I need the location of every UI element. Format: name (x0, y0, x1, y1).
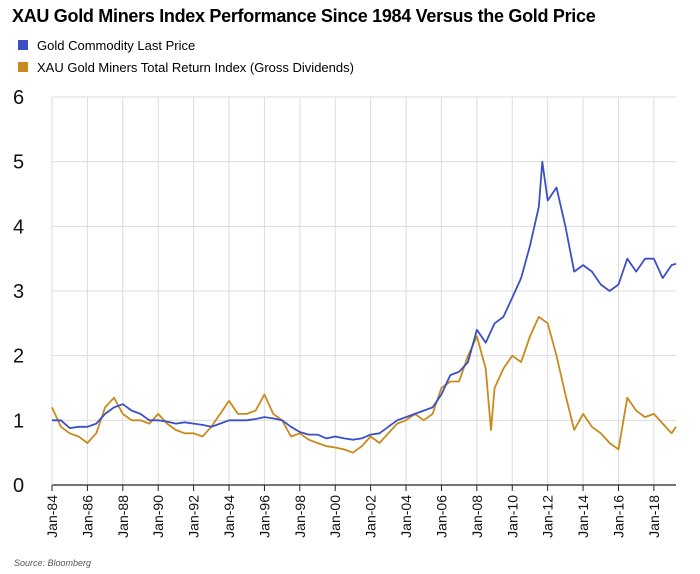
legend-swatch-xau (18, 62, 28, 72)
x-tick-label-11: Jan-06 (433, 495, 449, 538)
y-tick-label-3: 3 (13, 281, 24, 303)
x-tick-label-12: Jan-08 (469, 495, 485, 538)
legend: Gold Commodity Last Price XAU Gold Miner… (18, 34, 354, 78)
y-tick-label-5: 5 (13, 152, 24, 174)
x-tick-label-4: Jan-92 (186, 495, 202, 538)
series-line-xau-miners (51, 316, 677, 454)
y-tick-label-6: 6 (13, 87, 24, 109)
x-tick-label-6: Jan-96 (256, 495, 272, 538)
y-tick-label-1: 1 (13, 410, 24, 432)
x-tick-label-16: Jan-16 (610, 495, 626, 538)
y-tick-label-2: 2 (13, 346, 24, 368)
x-tick-label-17: Jan-18 (646, 495, 662, 538)
legend-label-gold: Gold Commodity Last Price (37, 37, 196, 53)
y-tick-label-0: 0 (13, 475, 24, 497)
x-tick-label-0: Jan-84 (44, 495, 60, 538)
x-tick-label-5: Jan-94 (221, 495, 237, 538)
legend-item-gold: Gold Commodity Last Price (18, 34, 354, 56)
x-tick-label-1: Jan-86 (79, 495, 95, 538)
chart-title: XAU Gold Miners Index Performance Since … (12, 6, 596, 26)
x-tick-label-3: Jan-90 (150, 495, 166, 538)
series-line-gold-commodity (52, 160, 677, 441)
y-tick-label-4: 4 (13, 216, 24, 238)
source-note: Source: Bloomberg (14, 558, 92, 568)
x-tick-label-14: Jan-12 (540, 495, 556, 538)
x-tick-label-15: Jan-14 (575, 495, 591, 538)
x-tick-label-13: Jan-10 (504, 495, 520, 538)
x-tick-label-9: Jan-02 (363, 495, 379, 538)
legend-label-xau: XAU Gold Miners Total Return Index (Gros… (37, 59, 354, 75)
x-tick-label-8: Jan-00 (327, 495, 343, 538)
legend-item-xau: XAU Gold Miners Total Return Index (Gros… (18, 56, 354, 78)
x-tick-label-2: Jan-88 (115, 495, 131, 538)
x-tick-label-7: Jan-98 (292, 495, 308, 538)
legend-swatch-gold (18, 40, 28, 50)
x-tick-label-10: Jan-04 (398, 495, 414, 538)
